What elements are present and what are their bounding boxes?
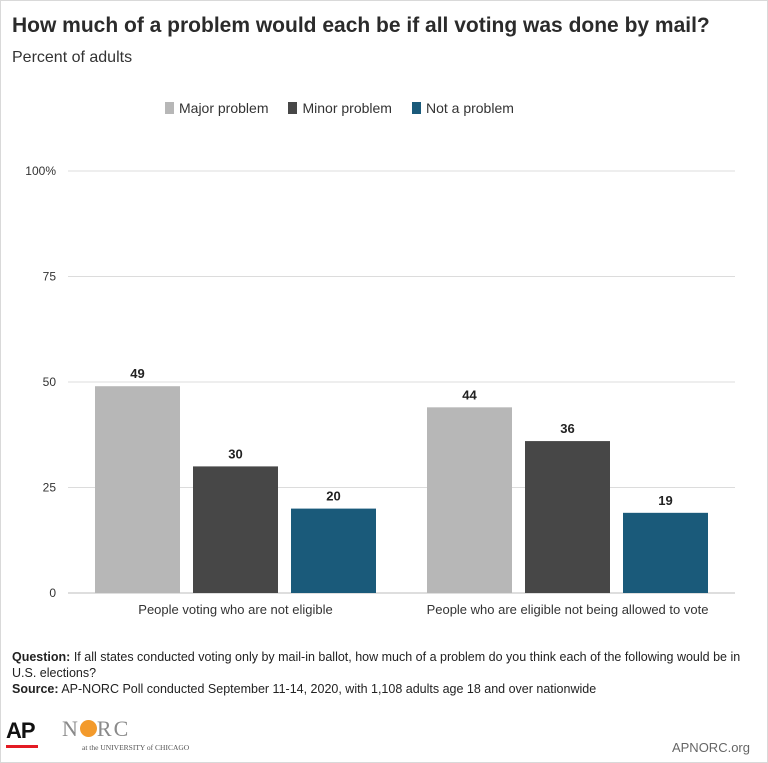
data-label: 19 <box>658 493 672 508</box>
data-label: 44 <box>462 387 477 402</box>
data-label: 49 <box>130 366 144 381</box>
chart-subtitle: Percent of adults <box>12 49 133 66</box>
legend-label-major: Major problem <box>179 100 269 116</box>
question-note: Question: If all states conducted voting… <box>12 650 741 680</box>
legend-label-not: Not a problem <box>425 100 514 116</box>
x-category-label: People who are eligible not being allowe… <box>427 602 709 617</box>
footer: AP N RC at the UNIVERSITY of CHICAGO APNO… <box>0 710 766 762</box>
legend-item-not: Not a problem <box>411 100 514 116</box>
bar <box>427 407 512 593</box>
y-tick-label: 100% <box>25 164 56 178</box>
chart-title: How much of a problem would each be if a… <box>12 14 710 37</box>
legend-swatch-major <box>165 102 174 114</box>
legend-label-minor: Minor problem <box>302 100 392 116</box>
source-note: Source: AP-NORC Poll conducted September… <box>12 682 597 696</box>
legend: Major problem Minor problem Not a proble… <box>165 98 534 118</box>
bar <box>623 512 708 593</box>
legend-item-major: Major problem <box>165 100 268 116</box>
chart-notes: Question: If all states conducted voting… <box>12 649 757 697</box>
y-tick-label: 75 <box>43 270 57 284</box>
bar <box>193 466 278 593</box>
ap-logo-bar <box>6 745 38 748</box>
legend-swatch-not <box>411 102 421 114</box>
site-url[interactable]: APNORC.org <box>671 740 750 755</box>
bar-chart: 0 25 50 75 100% 49 30 20 People voting who are n… <box>25 164 735 617</box>
bar <box>525 441 610 593</box>
bar <box>95 386 180 593</box>
bar <box>291 508 376 593</box>
data-label: 30 <box>228 446 242 461</box>
legend-swatch-minor <box>288 102 298 114</box>
ap-logo: AP <box>6 718 38 748</box>
y-tick-label: 0 <box>49 586 56 600</box>
norc-logo: N RC <box>62 716 131 741</box>
y-tick-label: 25 <box>43 481 57 495</box>
y-tick-label: 50 <box>43 375 57 389</box>
legend-item-minor: Minor problem <box>288 100 392 116</box>
data-label: 20 <box>326 489 340 504</box>
norc-logo-subtitle: at the UNIVERSITY of CHICAGO <box>82 743 190 752</box>
data-label: 36 <box>560 421 574 436</box>
x-category-label: People voting who are not eligible <box>138 602 332 617</box>
norc-logo-circle <box>79 720 97 737</box>
